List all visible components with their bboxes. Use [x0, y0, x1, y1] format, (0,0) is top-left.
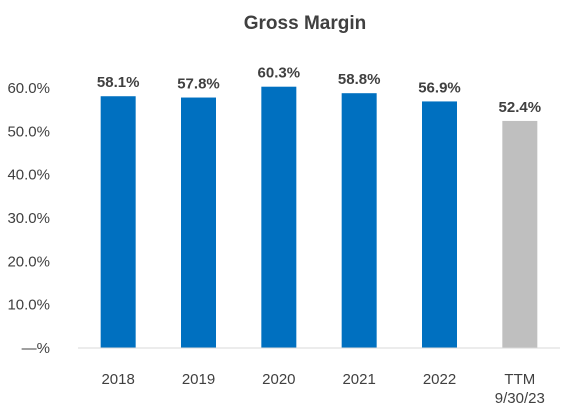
x-tick-label: 2020 — [262, 371, 295, 388]
y-tick-label: 10.0% — [7, 297, 50, 314]
y-tick-label: —% — [22, 340, 50, 357]
x-tick-label: 2019 — [182, 371, 215, 388]
data-label: 52.4% — [499, 99, 542, 116]
y-tick-label: 20.0% — [7, 253, 50, 270]
x-tick-label: TTM — [504, 371, 535, 388]
bar — [502, 120, 538, 348]
data-label: 57.8% — [177, 76, 220, 93]
y-tick-label: 40.0% — [7, 167, 50, 184]
bar — [341, 93, 377, 348]
y-tick-label: 60.0% — [7, 80, 50, 97]
y-tick-label: 50.0% — [7, 123, 50, 140]
bar — [422, 101, 457, 348]
x-tick-label: 9/30/23 — [495, 390, 545, 407]
bar — [100, 96, 136, 348]
x-tick-label: 2022 — [423, 371, 456, 388]
bars — [100, 86, 538, 349]
data-label: 60.3% — [258, 65, 301, 82]
bar — [181, 97, 216, 349]
bar — [261, 86, 297, 348]
data-label: 58.1% — [97, 74, 140, 91]
y-axis: —% 10.0% 20.0% 30.0% 40.0% 50.0% 60.0% — [7, 80, 50, 357]
x-tick-label: 2018 — [101, 371, 134, 388]
x-axis: 2018 2019 2020 2021 2022 TTM 9/30/23 — [78, 347, 560, 407]
data-labels: 58.1% 57.8% 60.3% 58.8% 56.9% 52.4% — [97, 65, 541, 116]
chart-title: Gross Margin — [244, 13, 366, 34]
x-tick-label: 2021 — [342, 371, 375, 388]
y-tick-label: 30.0% — [7, 210, 50, 227]
data-label: 56.9% — [418, 79, 461, 96]
data-label: 58.8% — [338, 71, 381, 88]
